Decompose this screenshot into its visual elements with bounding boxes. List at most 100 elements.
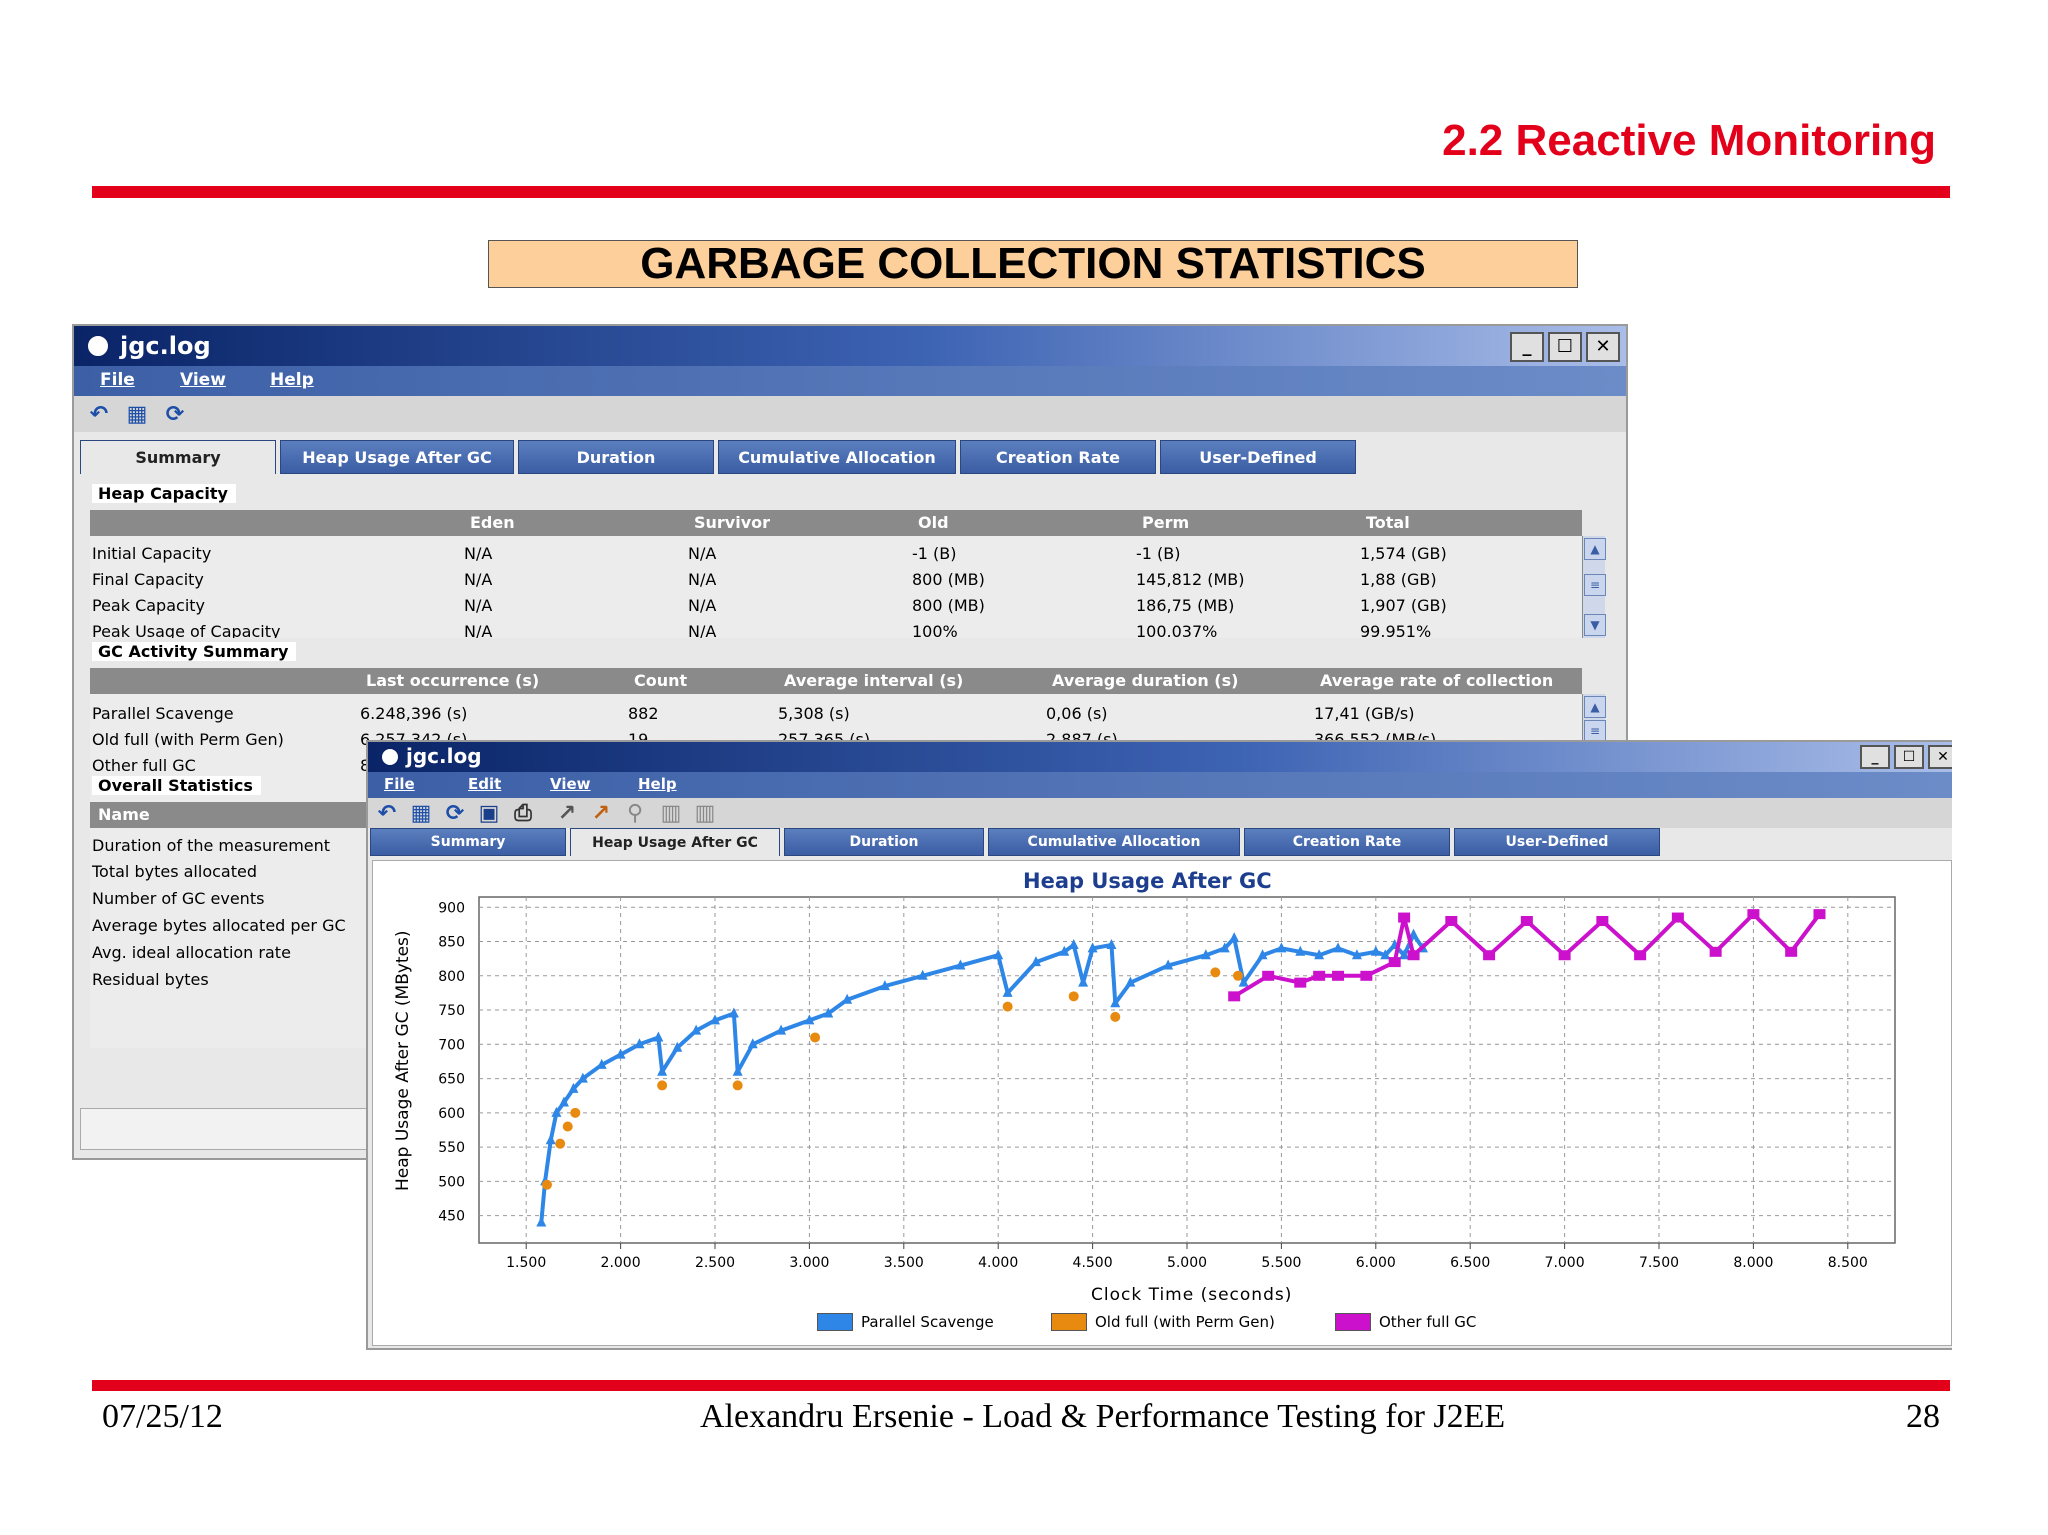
heap-usage-chart[interactable]: 450 500 550 600 650 700 750 800 850 900 1.500 2.000… [373, 861, 1951, 1345]
window-titlebar[interactable]: jgc.log _ ☐ ✕ [74, 326, 1626, 366]
table-cell: 145,812 (MB) [1136, 570, 1245, 589]
table-cell: N/A [688, 596, 717, 615]
x-tick-label: 1.500 [506, 1255, 546, 1271]
y-tick-label: 750 [438, 1003, 465, 1019]
tab-duration[interactable]: Duration [784, 828, 984, 856]
legend-swatch-parallel-scavenge [817, 1313, 853, 1331]
scroll-down-icon[interactable]: ▼ [1584, 614, 1606, 636]
gc-activity-scrollbar[interactable]: ▲ ≡ [1582, 694, 1606, 754]
table-cell: 6.248,396 (s) [360, 704, 468, 723]
bar-chart-alt-icon[interactable]: ▥ [694, 800, 716, 826]
undo-icon[interactable]: ↶ [89, 401, 109, 427]
scroll-up-icon[interactable]: ▲ [1584, 538, 1606, 560]
maximize-icon[interactable]: ☐ [1548, 332, 1582, 362]
legend-item[interactable]: Parallel Scavenge [817, 1313, 994, 1331]
table-row-label: Average bytes allocated per GC [92, 916, 346, 935]
table-row-label: Final Capacity [92, 570, 204, 589]
window-titlebar[interactable]: jgc.log _ ☐ ✕ [368, 742, 1952, 772]
tab-cumulative-allocation[interactable]: Cumulative Allocation [718, 440, 956, 474]
menu-file[interactable]: File [384, 775, 415, 793]
slide-title: 2.2 Reactive Monitoring [1442, 116, 1936, 165]
refresh-icon[interactable]: ⟳ [445, 800, 465, 826]
data-point [776, 1024, 787, 1035]
chart-title: Heap Usage After GC [1023, 869, 1272, 893]
minimize-icon[interactable]: _ [1510, 332, 1544, 362]
chart-alt-icon[interactable]: ↗ [591, 800, 611, 826]
print-icon[interactable]: ⎙ [514, 800, 532, 826]
tab-duration[interactable]: Duration [518, 440, 714, 474]
legend-item[interactable]: Other full GC [1335, 1313, 1476, 1331]
col-perm[interactable]: Perm [1142, 513, 1190, 532]
data-point [1110, 1011, 1121, 1022]
data-point [653, 1031, 664, 1042]
refresh-icon[interactable]: ⟳ [165, 401, 185, 427]
legend-label: Other full GC [1379, 1313, 1477, 1331]
table-row-label: Initial Capacity [92, 544, 212, 563]
menu-help[interactable]: Help [270, 370, 314, 390]
scroll-thumb[interactable]: ≡ [1584, 720, 1606, 742]
tab-heap-usage[interactable]: Heap Usage After GC [570, 828, 780, 856]
data-point [732, 1080, 743, 1091]
table-cell: N/A [464, 596, 493, 615]
tab-cumulative-allocation[interactable]: Cumulative Allocation [988, 828, 1240, 856]
col-average-rate[interactable]: Average rate of collection [1320, 671, 1554, 690]
tab-summary[interactable]: Summary [80, 440, 276, 474]
scroll-thumb[interactable]: ≡ [1584, 574, 1606, 596]
footer-title: Alexandru Ersenie - Load & Performance T… [700, 1398, 1506, 1435]
data-point [728, 1007, 739, 1018]
col-last-occurrence[interactable]: Last occurrence (s) [366, 671, 540, 690]
col-total[interactable]: Total [1366, 513, 1410, 532]
tab-user-defined[interactable]: User-Defined [1454, 828, 1660, 856]
data-point [1360, 970, 1373, 981]
scroll-up-icon[interactable]: ▲ [1584, 696, 1606, 718]
data-point [1068, 938, 1079, 949]
minimize-icon[interactable]: _ [1860, 745, 1890, 769]
close-icon[interactable]: ✕ [1586, 332, 1620, 362]
y-tick-label: 700 [438, 1037, 465, 1053]
export-icon[interactable]: ▦ [126, 401, 148, 427]
menu-view[interactable]: View [180, 370, 226, 390]
data-point [1407, 950, 1420, 961]
heap-capacity-scrollbar[interactable]: ▲ ≡ ▼ [1582, 536, 1606, 638]
col-eden[interactable]: Eden [470, 513, 515, 532]
export-icon[interactable]: ▦ [410, 800, 432, 826]
legend-swatch-other-full [1335, 1313, 1371, 1331]
col-name[interactable]: Name [98, 805, 150, 824]
tab-creation-rate[interactable]: Creation Rate [960, 440, 1156, 474]
menu-view[interactable]: View [550, 775, 591, 793]
undo-icon[interactable]: ↶ [377, 800, 397, 826]
bar-chart-icon[interactable]: ▥ [660, 800, 682, 826]
tab-summary[interactable]: Summary [370, 828, 566, 856]
maximize-icon[interactable]: ☐ [1894, 745, 1924, 769]
menu-bar: File View Help [74, 366, 1626, 396]
menu-file[interactable]: File [100, 370, 135, 390]
tab-creation-rate[interactable]: Creation Rate [1244, 828, 1450, 856]
gc-activity-label: GC Activity Summary [92, 642, 297, 661]
y-tick-label: 800 [438, 969, 465, 985]
menu-help[interactable]: Help [638, 775, 677, 793]
x-tick-label: 8.500 [1828, 1255, 1868, 1271]
window-title: jgc.log [406, 744, 482, 768]
tab-user-defined[interactable]: User-Defined [1160, 440, 1356, 474]
menu-edit[interactable]: Edit [468, 775, 502, 793]
tab-bar: Summary Heap Usage After GC Duration Cum… [368, 828, 1952, 858]
save-icon[interactable]: ▣ [478, 800, 500, 826]
col-average-interval[interactable]: Average interval (s) [784, 671, 964, 690]
zoom-icon[interactable]: ⚲ [626, 800, 644, 826]
col-old[interactable]: Old [918, 513, 949, 532]
table-cell: 1,88 (GB) [1360, 570, 1437, 589]
x-tick-label: 3.500 [884, 1255, 924, 1271]
data-point [1257, 949, 1268, 960]
tab-heap-usage[interactable]: Heap Usage After GC [280, 440, 514, 474]
close-icon[interactable]: ✕ [1928, 745, 1952, 769]
col-average-duration[interactable]: Average duration (s) [1052, 671, 1239, 690]
overall-statistics-table: Duration of the measurement Total bytes … [90, 828, 386, 1048]
col-count[interactable]: Count [634, 671, 688, 690]
chart-icon[interactable]: ↗ [557, 800, 577, 826]
legend-item[interactable]: Old full (with Perm Gen) [1051, 1313, 1275, 1331]
y-tick-label: 500 [438, 1174, 465, 1190]
y-tick-label: 600 [438, 1106, 465, 1122]
data-point [1671, 912, 1684, 923]
col-survivor[interactable]: Survivor [694, 513, 771, 532]
data-point [1785, 946, 1798, 957]
